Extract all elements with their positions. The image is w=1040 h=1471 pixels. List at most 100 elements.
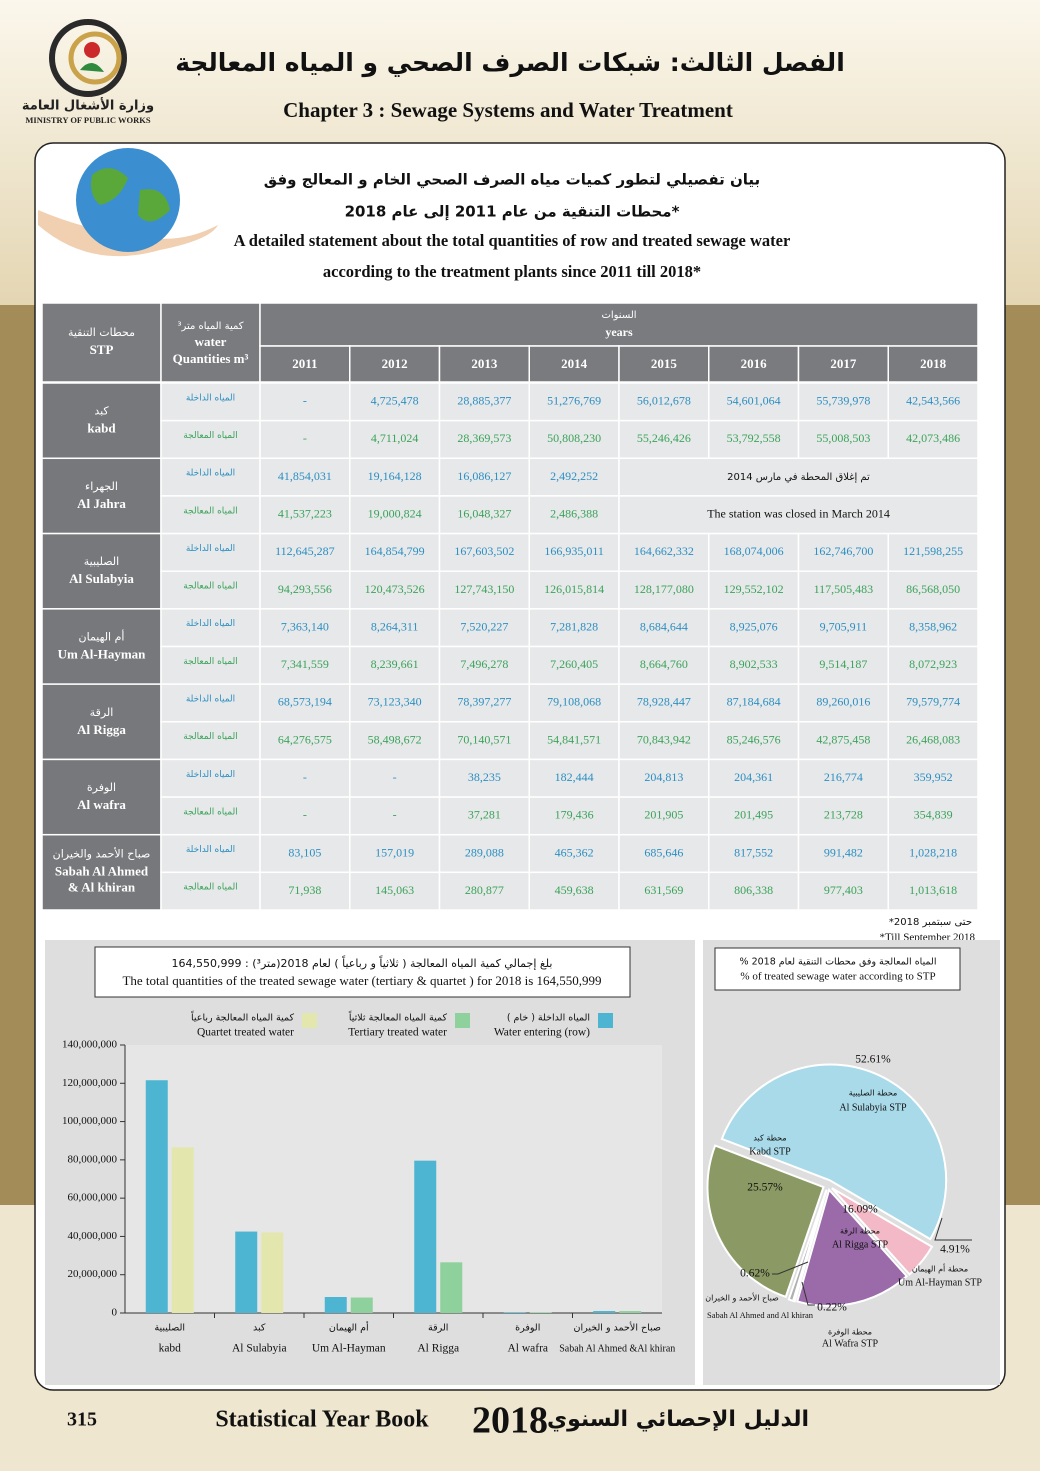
table-cell [528, 382, 620, 422]
globe-illustration [38, 148, 218, 257]
pie-value-label: 52.61% [855, 1054, 891, 1066]
table-cell [528, 758, 620, 798]
table-cell [618, 419, 710, 460]
station-name-arabic: صباح الأحمد والخيران [53, 846, 151, 860]
bar [261, 1232, 284, 1313]
table-cell [438, 457, 530, 497]
station-note: تم إغلاق المحطة في مارس 2014 [727, 472, 870, 483]
table-cell [438, 495, 530, 535]
table-cell [160, 758, 261, 798]
table-value: 54,601,064 [727, 394, 781, 408]
table-cell [438, 645, 530, 685]
pie-value-label: 4.91% [940, 1244, 970, 1256]
pie-label: Um Al-Hayman STP [898, 1277, 982, 1288]
x-tick-label: Sabah Al Ahmed &Al khiran [559, 1343, 675, 1354]
title-arabic-1: بيان تفصيلي لتطور كميات مياه الصرف الصحي… [264, 171, 760, 189]
table-cell [797, 871, 889, 911]
bar [235, 1231, 258, 1313]
table-cell [618, 345, 710, 383]
table-cell [797, 532, 889, 572]
table-value: 216,774 [824, 770, 863, 784]
station-name-arabic: الصليبية [84, 555, 119, 568]
table-cell [438, 871, 530, 911]
header-qty-english: water [195, 334, 227, 349]
table-value: 16,048,327 [457, 507, 511, 521]
table-value: 126,015,814 [544, 582, 604, 596]
table-value: 50,808,230 [547, 431, 601, 445]
pie-slice [787, 1189, 828, 1303]
table-value: 201,495 [734, 808, 773, 822]
table-value: 120,473,526 [365, 582, 425, 596]
table-cell [160, 419, 261, 460]
header-year: 2011 [292, 356, 317, 371]
table-value: 117,505,483 [814, 582, 874, 596]
table-value: 817,552 [734, 845, 773, 859]
table-value: 54,841,571 [547, 732, 601, 746]
table-value: 121,598,255 [903, 544, 963, 558]
table-value: 145,063 [375, 883, 414, 897]
table-value: 1,013,618 [909, 883, 957, 897]
table-value: 85,246,576 [727, 732, 781, 746]
x-tick-label-arabic: كبد [253, 1323, 266, 1334]
table-value: 4,725,478 [371, 394, 419, 408]
pie-title-arabic: % المياه المعالجة وفق محطات التنقية لعام… [740, 957, 937, 968]
table-cell [438, 419, 530, 460]
pie-label-arabic: محطة كبد [753, 1134, 786, 1143]
table-value: 78,397,277 [457, 695, 511, 709]
row-type-label: المياه الداخلة [186, 619, 235, 629]
table-cell [528, 796, 620, 836]
table-value: 179,436 [555, 808, 594, 822]
table-value: 68,573,194 [278, 695, 332, 709]
row-type-label: المياه المعالجة [183, 506, 237, 516]
table-cell [259, 345, 351, 383]
pie-label: Al Wafra STP [822, 1338, 879, 1349]
table-cell [887, 345, 979, 383]
table-cell [528, 871, 620, 911]
station-name-english: & Al khiran [68, 879, 136, 894]
pie-label: Sabah Al Ahmed and Al khiran [707, 1310, 814, 1320]
table-value: - [303, 808, 307, 822]
pie-label-arabic: محطة أم الهيمان [912, 1264, 968, 1274]
table-value: 2,492,252 [550, 469, 598, 483]
y-tick-label: 40,000,000 [68, 1230, 118, 1242]
header-qty-arabic: كمية المياه متر³ [177, 321, 243, 332]
bar [593, 1311, 616, 1313]
legend-swatch [455, 1013, 470, 1028]
table-cell [887, 532, 979, 572]
row-type-label: المياه المعالجة [183, 732, 237, 742]
table-value: 37,281 [468, 808, 501, 822]
logo [49, 19, 127, 97]
table-cell [259, 570, 351, 610]
table-value: 19,164,128 [368, 469, 422, 483]
pie-label: Al Sulabyia STP [839, 1102, 907, 1113]
table-cell [618, 382, 710, 422]
table-cell [438, 833, 530, 874]
table-cell [41, 382, 162, 460]
table-value: 157,019 [375, 845, 414, 859]
table-value: 465,362 [555, 845, 594, 859]
table-value: 55,246,426 [637, 431, 691, 445]
table-value: 8,664,760 [640, 657, 688, 671]
table-value: 8,684,644 [640, 619, 688, 633]
legend-label-arabic: المياه الداخلة ( خام ) [507, 1013, 590, 1024]
table-value: 359,952 [914, 770, 953, 784]
header-year: 2018 [920, 356, 947, 371]
table-cell [797, 345, 889, 383]
table-cell [528, 457, 620, 497]
bar [145, 1080, 168, 1313]
table-cell [259, 758, 351, 798]
table-cell [618, 721, 710, 761]
table-value: 7,496,278 [460, 657, 508, 671]
pie-value-label: 16.09% [842, 1204, 878, 1216]
table-value: 7,281,828 [550, 619, 598, 633]
table-cell [438, 532, 530, 572]
table-value: 71,938 [288, 883, 321, 897]
station-name-english: Al Rigga [77, 722, 126, 737]
table-cell [797, 758, 889, 798]
table-value: 8,358,962 [909, 619, 957, 633]
row-type-label: المياه المعالجة [183, 657, 237, 667]
table-cell [349, 645, 441, 685]
bar [440, 1262, 463, 1313]
table-cell [259, 833, 351, 874]
